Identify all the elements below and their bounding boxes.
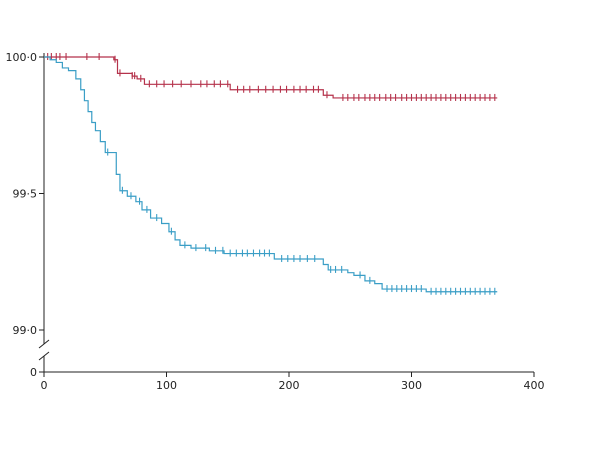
x-tick-label: 100 <box>156 379 177 392</box>
series-line-2 <box>44 56 498 293</box>
axis-break-mark <box>38 339 50 349</box>
axis-break-mark <box>38 351 50 361</box>
x-tick-label: 0 <box>41 379 48 392</box>
y-tick-label: 99·0 <box>13 324 38 337</box>
x-tick-label: 400 <box>524 379 545 392</box>
y-tick-label: 99·5 <box>13 188 38 201</box>
y-tick-label: 0 <box>30 366 37 379</box>
x-tick-label: 300 <box>401 379 422 392</box>
y-tick-label: 100·0 <box>6 51 38 64</box>
x-tick-label: 200 <box>279 379 300 392</box>
series-line-1 <box>44 56 498 99</box>
